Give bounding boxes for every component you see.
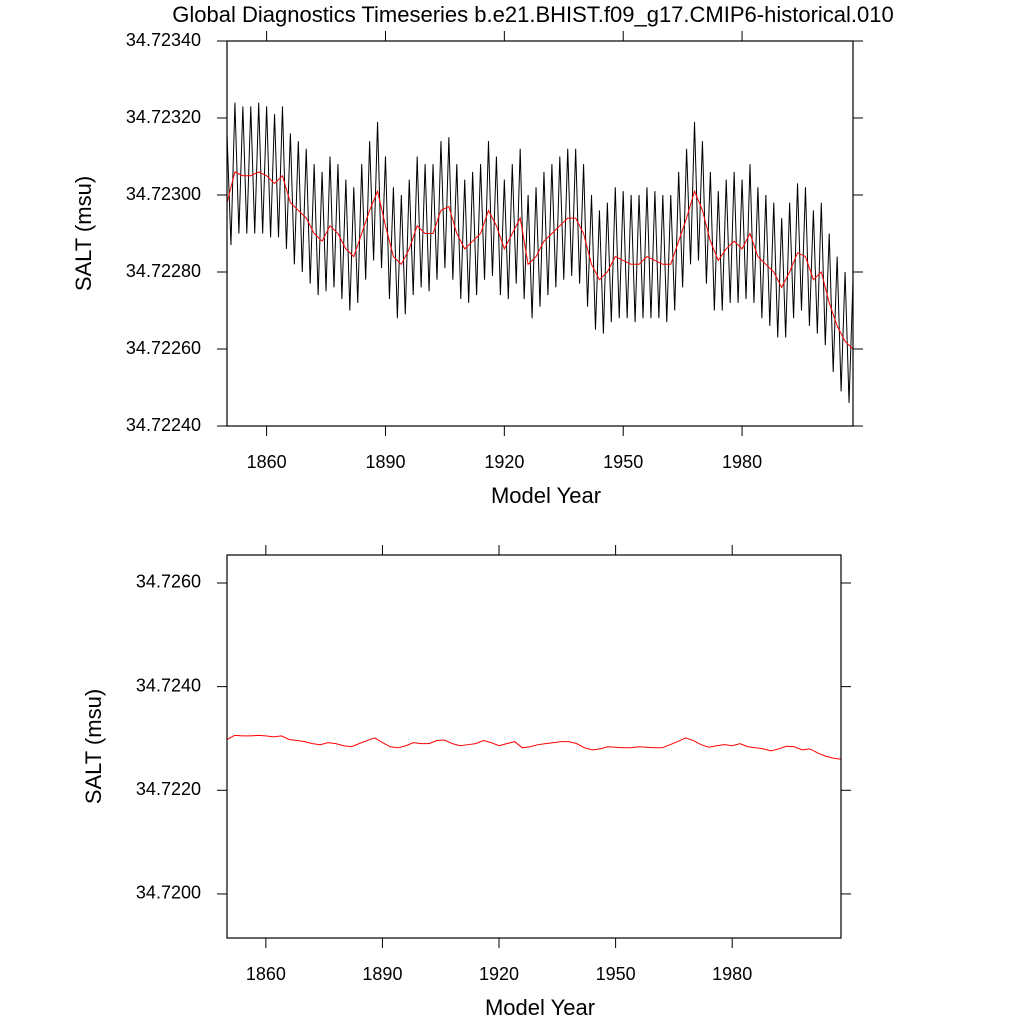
x-tick-label: 1920 (484, 452, 524, 472)
x-tick-label: 1980 (722, 452, 762, 472)
y-tick-label: 34.72260 (126, 338, 201, 358)
y-tick-label: 34.72320 (126, 107, 201, 127)
y-axis-label: SALT (msu) (81, 689, 106, 804)
x-tick-label: 1860 (246, 964, 286, 984)
data-line (226, 171, 854, 350)
y-tick-label: 34.7200 (136, 883, 201, 903)
plot-frame (226, 554, 842, 939)
x-tick-label: 1920 (479, 964, 519, 984)
chart-title: Global Diagnostics Timeseries b.e21.BHIS… (172, 2, 893, 27)
x-tick-label: 1980 (712, 964, 752, 984)
y-tick-label: 34.72280 (126, 261, 201, 281)
y-tick-label: 34.7220 (136, 779, 201, 799)
y-tick-label: 34.72240 (126, 415, 201, 435)
data-line (226, 734, 842, 760)
x-axis-label: Model Year (491, 483, 601, 508)
y-tick-label: 34.72340 (126, 30, 201, 50)
x-tick-label: 1860 (247, 452, 287, 472)
x-axis-label: Model Year (485, 995, 595, 1020)
data-line (226, 102, 854, 403)
x-tick-label: 1950 (596, 964, 636, 984)
x-tick-label: 1890 (362, 964, 402, 984)
y-tick-label: 34.72300 (126, 184, 201, 204)
y-axis-label: SALT (msu) (71, 176, 96, 291)
x-tick-label: 1890 (365, 452, 405, 472)
x-tick-label: 1950 (603, 452, 643, 472)
y-tick-label: 34.7260 (136, 572, 201, 592)
plot-frame (226, 40, 854, 427)
y-tick-label: 34.7240 (136, 675, 201, 695)
